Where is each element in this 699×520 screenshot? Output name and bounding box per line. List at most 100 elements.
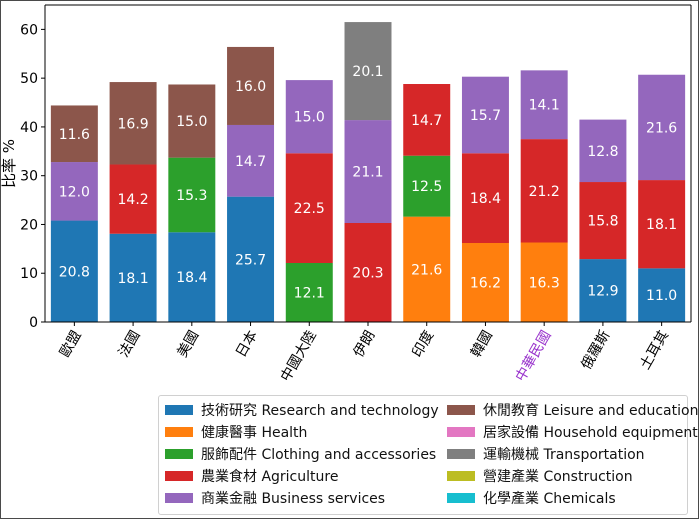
bar-value-label: 18.4 [176,270,207,286]
bar-segment [168,232,216,322]
bar-value-label: 15.7 [470,108,501,124]
legend-item: 居家設備 Household equipment [447,422,698,442]
x-tick-label: 日本 [233,328,261,360]
bar-value-label: 15.0 [176,114,207,130]
bar-value-label: 15.3 [176,188,207,204]
bar-segment [227,46,275,125]
x-tick-label: 法國 [116,328,144,360]
bar-segment [344,22,392,121]
bar-value-label: 21.6 [646,120,677,136]
bar-segment [403,216,451,322]
bar-value-label: 14.1 [529,98,560,114]
bar-value-label: 25.7 [235,252,266,268]
x-tick-label: 土耳其 [637,328,672,372]
bar-segment [579,259,627,322]
bar-segment [285,153,333,263]
bar-value-label: 12.0 [59,184,90,200]
bar-value-label: 21.2 [529,184,560,200]
legend-swatch [165,493,193,503]
bar-value-label: 14.7 [235,154,266,170]
bar-segment [461,242,509,322]
chart-legend: 技術研究 Research and technology 健康醫事 Health 服… [158,395,698,515]
bar-segment [109,82,157,165]
bar-segment [403,84,451,156]
bar-value-label: 18.4 [470,191,501,207]
bar-value-label: 12.5 [411,179,442,195]
y-axis-label: 比率 % [1,139,18,188]
legend-item: 農業食材 Agriculture [165,466,338,486]
legend-swatch [447,493,475,503]
legend-item: 營建產業 Construction [447,466,633,486]
bar-value-label: 16.3 [529,275,560,291]
x-tick-label: 中華民國 [513,328,555,384]
bar-value-label: 21.6 [411,262,442,278]
bar-value-label: 11.6 [59,127,90,143]
legend-label: 營建產業 Construction [483,469,633,485]
bar-segment [50,220,98,322]
legend-item: 運輸機械 Transportation [447,444,645,464]
bar-value-label: 15.8 [587,214,618,230]
legend-swatch [165,405,193,415]
x-tick-label: 韓國 [468,328,496,360]
bar-segment [638,268,686,322]
bar-segment [168,157,216,233]
legend-item: 化學產業 Chemicals [447,488,616,508]
bar-segment [168,84,216,158]
bar-value-label: 20.8 [59,264,90,280]
bar-segment [579,119,627,183]
bar-segment [50,105,98,163]
bar-segment [638,180,686,269]
bar-segment [520,139,568,243]
y-tick-label: 60 [20,22,38,38]
bar-value-label: 16.0 [235,79,266,95]
legend-label: 服飾配件 Clothing and accessories [201,447,437,463]
bar-value-label: 11.0 [646,288,677,304]
x-tick-label: 俄羅斯 [579,328,614,372]
bar-segment [285,262,333,322]
bar-value-label: 15.0 [294,110,325,126]
legend-label: 居家設備 Household equipment [483,425,698,441]
bar-segment [461,76,509,154]
legend-label: 健康醫事 Health [201,425,308,441]
x-tick-label: 印度 [409,328,437,360]
bar-value-label: 20.3 [352,266,383,282]
bar-value-label: 21.1 [352,165,383,181]
legend-swatch [447,471,475,481]
legend-item: 健康醫事 Health [165,422,307,442]
bar-segment [344,120,392,223]
bar-value-label: 14.7 [411,113,442,129]
y-tick-label: 50 [20,71,38,87]
legend-label: 技術研究 Research and technology [201,403,439,419]
legend-swatch [165,449,193,459]
bar-value-label: 12.8 [587,144,618,160]
bar-segment [109,164,157,234]
bar-value-label: 12.1 [294,285,325,301]
bar-segment [403,155,451,217]
legend-swatch [447,449,475,459]
bar-segment [50,162,98,221]
bar-value-label: 18.1 [646,217,677,233]
bar-value-label: 16.9 [118,116,149,132]
bar-segment [227,196,275,322]
y-tick-label: 20 [20,217,38,233]
y-tick-label: 0 [29,315,38,331]
legend-item: 服飾配件 Clothing and accessories [165,444,436,464]
legend-item: 技術研究 Research and technology [165,400,439,420]
y-tick-label: 30 [20,169,38,185]
bar-value-label: 16.2 [470,276,501,292]
y-tick-label: 10 [20,266,38,282]
legend-label: 商業金融 Business services [201,491,386,507]
bar-segment [109,233,157,322]
bar-value-label: 14.2 [118,192,149,208]
x-tick-label: 歐盟 [57,328,85,360]
x-tick-label: 中國大陸 [278,328,320,384]
legend-swatch [447,427,475,437]
y-tick-label: 40 [20,120,38,136]
bar-segment [461,153,509,243]
bar-segment [344,223,392,322]
legend-swatch [165,427,193,437]
bar-segment [579,182,627,260]
bar-value-label: 22.5 [294,201,325,217]
legend-label: 化學產業 Chemicals [483,491,616,507]
bar-value-label: 12.9 [587,284,618,300]
